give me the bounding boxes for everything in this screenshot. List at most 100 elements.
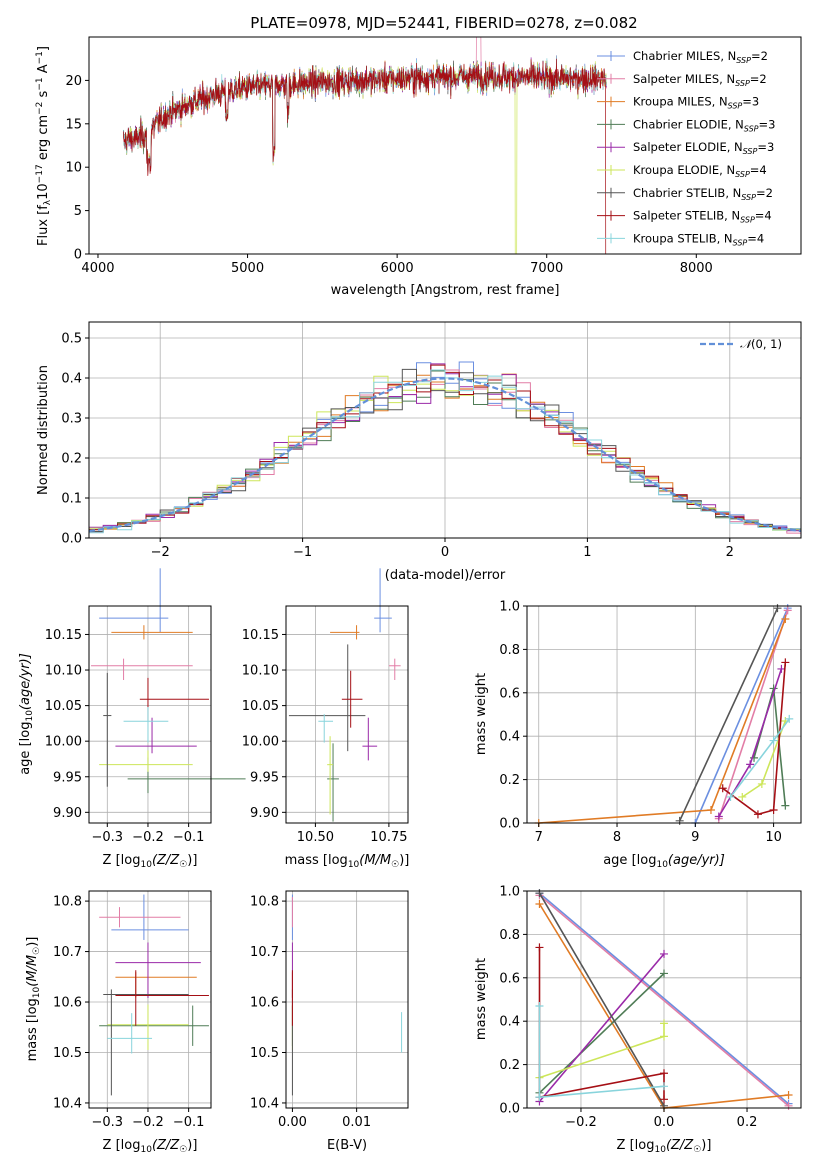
normal-curve — [88, 377, 802, 533]
y-tick-label: 0.8 — [499, 928, 520, 943]
legend-entry-text: Kroupa ELODIE, N — [633, 163, 735, 177]
y-tick-label: 10.5 — [250, 1046, 279, 1061]
legend-entry-label: Salpeter STELIB, NSSP=4 — [633, 209, 772, 225]
legend-entry-value: =4 — [747, 231, 764, 245]
plus-marker — [675, 816, 684, 825]
mass-weight-vs-Z-panel: −0.2 0.0 0.2 0.0 0.2 0.4 0.6 0.8 1.0 Z [log10(Z/… — [474, 885, 802, 1155]
legend-entry-sub: SSP — [741, 193, 756, 202]
plus-marker — [773, 604, 782, 613]
age-vs-mass-frame — [285, 605, 409, 824]
y-tick-label: 5 — [74, 204, 82, 219]
mass-weight-vs-Z-ylabel: mass weight — [474, 958, 489, 1040]
y-tick-label: 0.0 — [499, 817, 520, 832]
plus-marker — [783, 606, 792, 615]
plus-marker — [781, 801, 790, 810]
legend-entry-sub: SSP — [740, 216, 755, 225]
legend-entry-label: Kroupa STELIB, NSSP=4 — [633, 231, 764, 247]
plus-marker — [785, 714, 794, 723]
legend-entry-label: Kroupa MILES, NSSP=3 — [633, 95, 759, 111]
mass-weight-line — [538, 892, 665, 1107]
y-tick-label: 9.95 — [250, 770, 279, 785]
legend-entry-value: =3 — [742, 95, 759, 109]
spectrum-series-line — [123, 58, 607, 254]
plus-marker — [781, 615, 790, 624]
x-tick-label: −0.2 — [132, 1115, 164, 1130]
legend-entry-text: Kroupa MILES, N — [633, 95, 728, 109]
y-tick-label: 0.0 — [61, 532, 82, 547]
x-tick-label: −0.1 — [173, 1115, 205, 1130]
plus-marker — [750, 753, 759, 762]
mass-weight-line — [718, 610, 789, 819]
legend-entry-value: =4 — [750, 163, 767, 177]
legend-entry-sub: SSP — [735, 79, 750, 88]
x-tick-label: 4000 — [81, 261, 114, 276]
mass-vs-EBV-frame — [285, 890, 409, 1109]
plus-marker — [781, 658, 790, 667]
plus-marker — [660, 1032, 668, 1041]
plus-marker — [660, 1069, 668, 1078]
age-vs-mass-panel: 10.50 10.75 9.90 9.95 10.00 10.05 10.10 10.15 m… — [242, 568, 409, 870]
plus-marker — [660, 1082, 668, 1091]
plus-marker — [660, 1095, 668, 1104]
plus-marker — [535, 1093, 544, 1102]
x-tick-label: −0.3 — [92, 830, 124, 845]
mass-weight-line — [538, 1006, 665, 1099]
plus-marker — [706, 805, 715, 814]
mass-weight-line — [538, 894, 790, 1107]
x-tick-label: 2 — [726, 545, 734, 560]
spectrum-axes-frame — [88, 36, 802, 255]
y-tick-label: 10.8 — [53, 895, 82, 910]
legend-entry-text: Chabrier MILES, N — [633, 49, 736, 63]
legend-entry-sub: SSP — [728, 102, 743, 111]
mass-weight-line — [538, 947, 665, 1100]
y-tick-label: 10.15 — [242, 628, 279, 643]
plus-marker — [718, 784, 727, 793]
plus-marker — [753, 810, 762, 819]
mass-vs-Z-frame — [88, 890, 212, 1109]
plus-marker — [726, 792, 735, 801]
y-tick-label: 20 — [65, 74, 82, 89]
plus-marker — [660, 969, 668, 978]
y-tick-label: 0 — [74, 248, 82, 263]
y-tick-label: 15 — [65, 117, 82, 132]
mass-vs-EBV-panel: 0.00 0.01 10.4 10.5 10.6 10.7 10.8 E(B-V) — [250, 890, 409, 1153]
mass-vs-Z-panel: −0.3 −0.2 −0.1 10.4 10.5 10.6 10.7 10.8 Z [log1… — [25, 890, 212, 1155]
plus-marker — [535, 1002, 544, 1011]
plus-marker — [660, 1019, 668, 1028]
x-tick-label: 7000 — [530, 261, 563, 276]
y-tick-label: 0.5 — [61, 332, 82, 347]
plus-marker — [535, 943, 544, 952]
legend-entry-label: Salpeter ELODIE, NSSP=3 — [633, 140, 774, 156]
y-tick-label: 10.6 — [53, 996, 82, 1011]
x-tick-label: −0.2 — [132, 830, 164, 845]
plus-marker — [784, 1090, 793, 1099]
legend-entry-label: Chabrier ELODIE, NSSP=3 — [633, 117, 775, 133]
legend-entry-value: =2 — [750, 72, 767, 86]
histogram-legend: 𝒩(0, 1) — [700, 337, 782, 351]
y-tick-label: 10.00 — [242, 735, 279, 750]
y-tick-label: 0.1 — [61, 492, 82, 507]
legend-entry-text: Salpeter STELIB, N — [633, 209, 740, 223]
normal-curve-legend-label: 𝒩(0, 1) — [740, 337, 782, 351]
y-tick-label: 10.15 — [45, 628, 82, 643]
legend-entry-value: =3 — [759, 117, 776, 131]
y-tick-label: 10.05 — [242, 699, 279, 714]
legend-entry-value: =2 — [751, 49, 768, 63]
x-tick-label: −0.1 — [173, 830, 205, 845]
age-vs-Z-frame — [88, 605, 212, 824]
x-tick-label: 9 — [691, 830, 699, 845]
plus-marker — [769, 736, 778, 745]
mass-weight-line — [538, 972, 665, 1094]
x-tick-label: −2 — [151, 545, 170, 560]
y-tick-label: 0.2 — [61, 452, 82, 467]
mass-weight-line — [539, 1023, 665, 1079]
y-tick-label: 9.90 — [250, 806, 279, 821]
x-tick-label: 0.00 — [278, 1115, 307, 1130]
plus-marker — [660, 949, 668, 958]
x-tick-label: 0 — [441, 545, 449, 560]
mass-weight-line — [678, 607, 779, 822]
mass-vs-EBV-xlabel: E(B-V) — [327, 1138, 367, 1153]
y-tick-label: 10 — [65, 161, 82, 176]
y-tick-label: 10.4 — [53, 1096, 82, 1111]
